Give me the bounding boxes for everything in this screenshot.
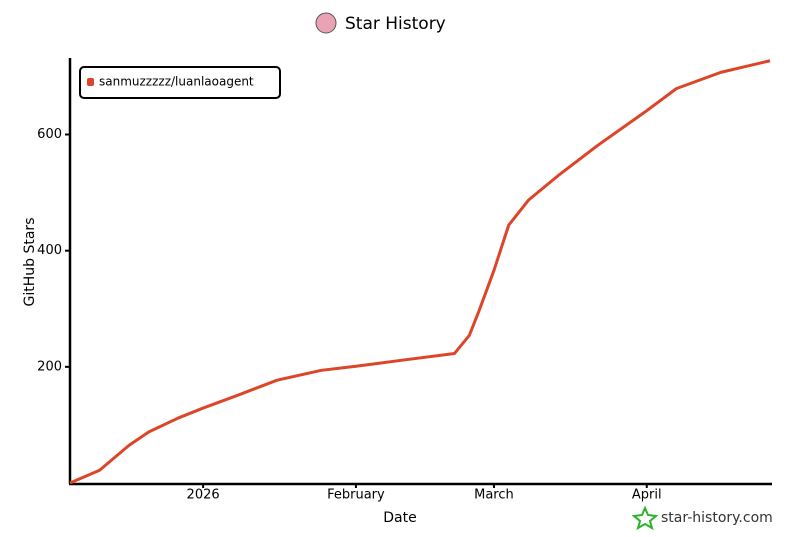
y-tick-label: 200 bbox=[37, 359, 62, 374]
x-tick-label: April bbox=[632, 488, 662, 503]
y-tick-label: 400 bbox=[37, 243, 62, 258]
watermark-icon bbox=[631, 505, 659, 531]
watermark: star-history.com bbox=[631, 505, 773, 531]
title-icon bbox=[315, 12, 337, 34]
x-tick-label: March bbox=[474, 488, 514, 503]
legend-box bbox=[79, 66, 281, 99]
y-tick-label: 600 bbox=[37, 127, 62, 142]
chart-title: Star History bbox=[345, 14, 446, 34]
x-axis-label: Date bbox=[383, 510, 416, 526]
watermark-text: star-history.com bbox=[661, 510, 773, 526]
y-axis-label: GitHub Stars bbox=[22, 218, 38, 307]
line-series bbox=[69, 59, 771, 485]
legend-swatch bbox=[87, 78, 94, 86]
x-tick-label: February bbox=[327, 488, 385, 503]
x-tick-label: 2026 bbox=[187, 488, 220, 503]
legend-label: sanmuzzzzz/luanlaoagent bbox=[99, 75, 254, 89]
